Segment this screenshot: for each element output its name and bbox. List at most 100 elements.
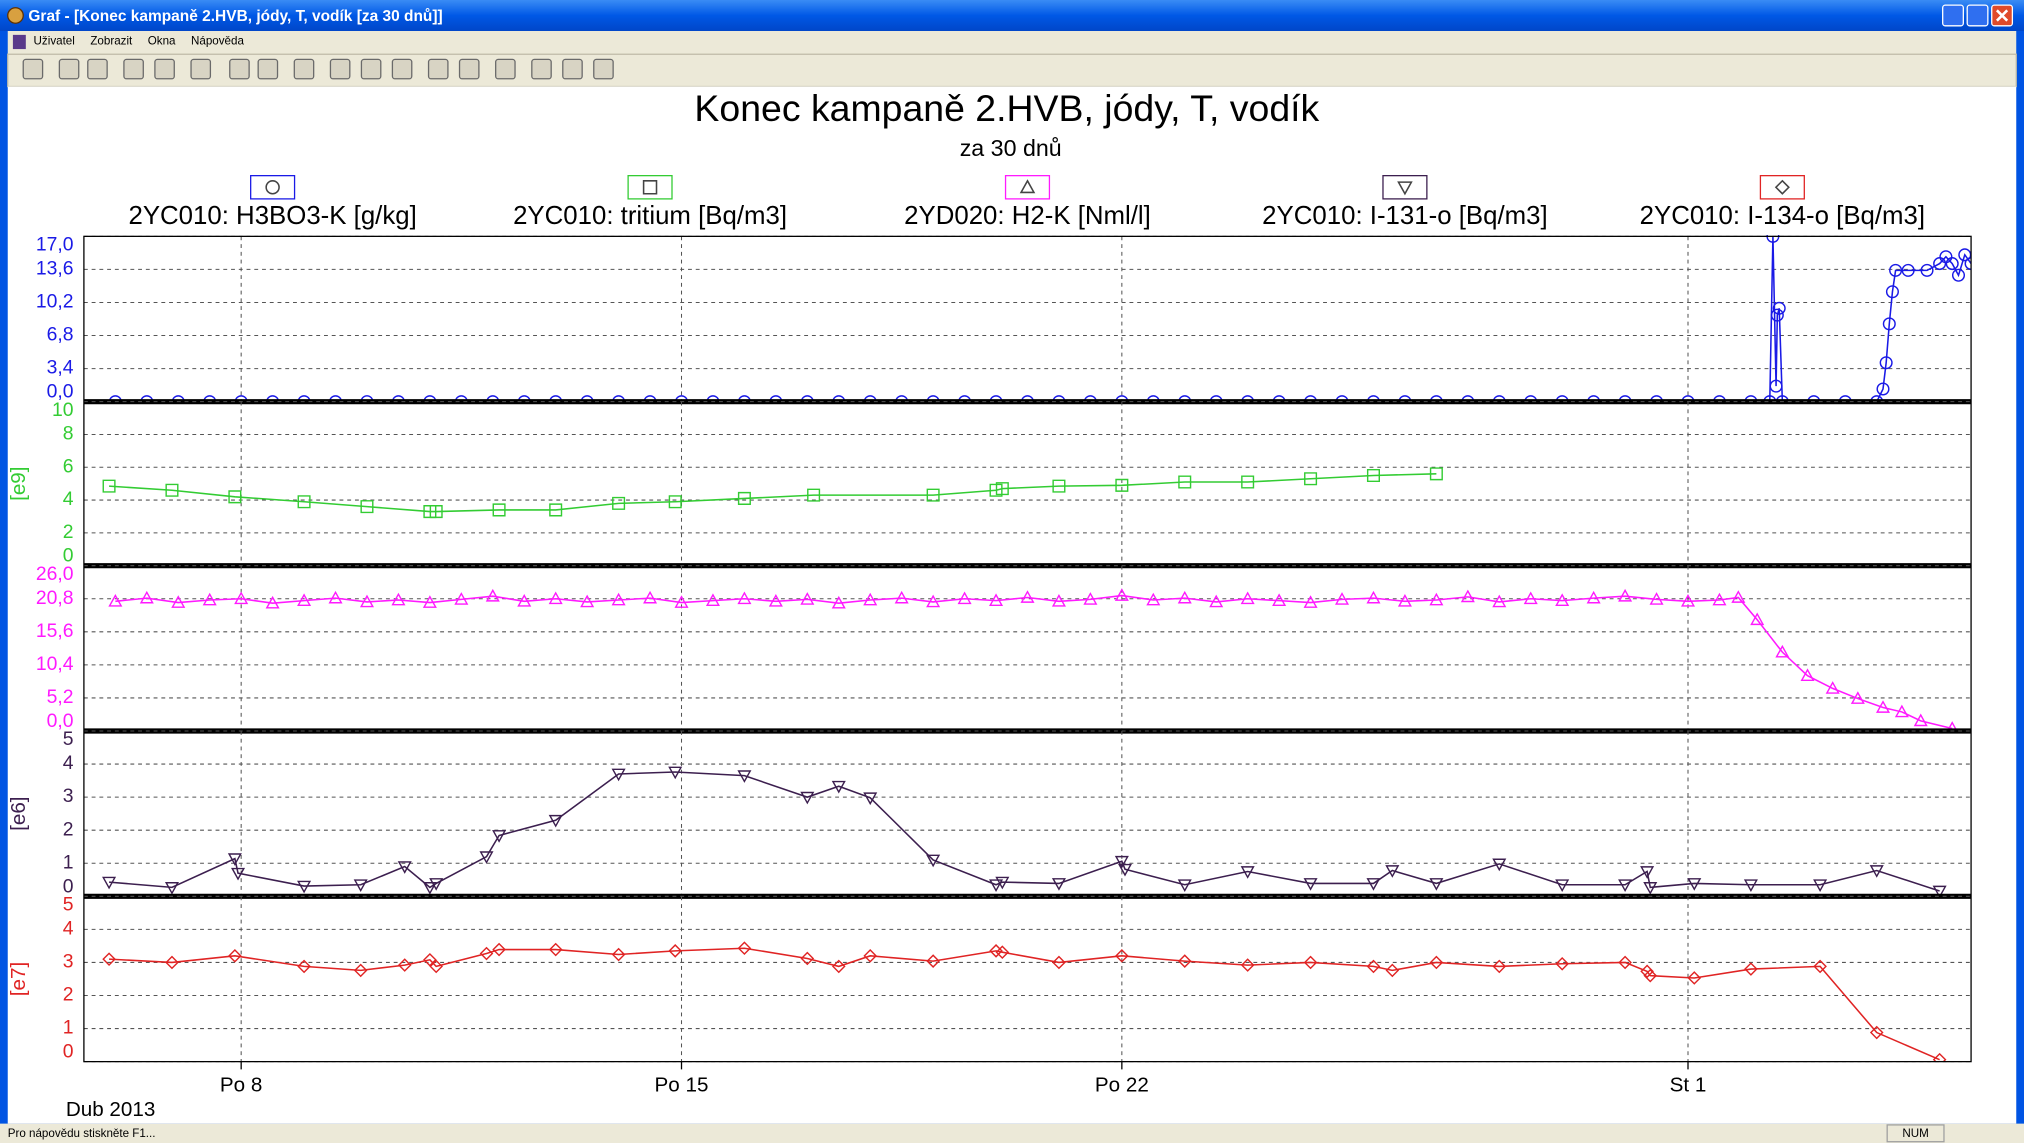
data-point xyxy=(1398,395,1412,402)
legend-marker-box xyxy=(1382,175,1428,200)
y-tick-label: 3,4 xyxy=(47,357,74,379)
data-point xyxy=(1939,250,1953,264)
toolbar-button[interactable] xyxy=(562,58,583,80)
menu-item[interactable]: Zobrazit xyxy=(90,34,133,47)
data-point xyxy=(995,482,1009,496)
y-tick-label: 2 xyxy=(63,984,74,1006)
legend-marker xyxy=(1397,181,1413,196)
data-point xyxy=(1813,879,1828,893)
toolbar-button[interactable] xyxy=(531,58,552,80)
data-point xyxy=(231,867,246,881)
data-point xyxy=(102,952,116,966)
series-group xyxy=(108,235,1972,402)
series-group xyxy=(102,766,1947,897)
data-point xyxy=(1933,257,1947,271)
data-point xyxy=(234,395,248,402)
data-point xyxy=(102,876,117,890)
status-bar xyxy=(0,1123,2024,1143)
legend-marker-box xyxy=(1004,175,1051,200)
menu-item[interactable]: Okna xyxy=(148,34,176,47)
toolbar-button[interactable] xyxy=(360,58,382,80)
legend-marker-box xyxy=(1759,175,1805,200)
data-point xyxy=(353,963,368,978)
data-point xyxy=(957,591,972,605)
data-point xyxy=(737,770,752,783)
data-point xyxy=(1492,858,1507,872)
toolbar-button[interactable] xyxy=(190,58,212,80)
data-point xyxy=(548,942,563,957)
data-point xyxy=(360,395,374,402)
data-point xyxy=(1052,395,1066,402)
data-point xyxy=(1946,721,1958,732)
menu: Uživatel Zobrazit Okna Nápověda xyxy=(12,34,244,50)
menu-item[interactable]: Uživatel xyxy=(34,34,75,47)
data-point xyxy=(926,954,940,968)
y-tick-label: 0 xyxy=(63,545,74,567)
data-point xyxy=(517,395,531,402)
data-point xyxy=(548,814,563,828)
series-group xyxy=(102,467,1443,519)
toolbar-button[interactable] xyxy=(495,58,516,80)
toolbar-button[interactable] xyxy=(257,58,279,80)
data-point xyxy=(1618,395,1632,402)
data-point xyxy=(202,592,217,606)
data-point xyxy=(1114,855,1129,869)
data-point xyxy=(353,879,368,893)
toolbar-button[interactable] xyxy=(229,58,250,80)
data-point xyxy=(1807,395,1821,402)
toolbar-button[interactable] xyxy=(293,58,315,80)
toolbar-button[interactable] xyxy=(87,58,108,80)
close-icon xyxy=(1995,9,2009,22)
minimize-button[interactable] xyxy=(1942,4,1964,27)
toolbar-button[interactable] xyxy=(391,58,413,80)
data-point xyxy=(492,503,506,517)
data-point xyxy=(1523,591,1538,605)
data-point xyxy=(1555,395,1569,402)
data-point xyxy=(674,395,689,402)
toolbar-button[interactable] xyxy=(458,58,480,80)
menu-item[interactable]: Nápověda xyxy=(191,34,244,47)
data-point xyxy=(1649,592,1664,605)
toolbar-button[interactable] xyxy=(123,58,144,80)
data-point xyxy=(1240,958,1255,972)
toolbar-button[interactable] xyxy=(329,58,351,80)
data-point xyxy=(227,853,242,866)
toolbar-button[interactable] xyxy=(154,58,175,80)
data-point xyxy=(1385,963,1400,978)
data-point xyxy=(486,395,500,402)
data-point xyxy=(1303,955,1318,970)
data-point xyxy=(705,593,720,607)
data-point xyxy=(203,395,217,402)
data-point xyxy=(1850,691,1865,704)
toolbar-button[interactable] xyxy=(427,58,449,80)
data-point xyxy=(164,882,179,895)
data-point xyxy=(1366,590,1381,604)
data-point xyxy=(1020,395,1035,402)
data-point xyxy=(1051,878,1066,891)
data-point xyxy=(1429,878,1444,891)
data-point xyxy=(1879,356,1893,370)
y-tick-label: 4 xyxy=(63,488,74,510)
restore-button[interactable] xyxy=(1966,4,1989,27)
data-point xyxy=(1429,467,1443,481)
toolbar-button[interactable] xyxy=(22,58,44,80)
data-point xyxy=(995,876,1010,890)
data-point xyxy=(1524,395,1538,402)
data-point xyxy=(831,595,846,609)
data-point xyxy=(737,941,752,956)
toolbar-button[interactable] xyxy=(593,58,614,80)
toolbar-button[interactable] xyxy=(58,58,80,80)
title-bar xyxy=(0,0,2024,31)
legend-marker xyxy=(642,180,658,195)
data-point xyxy=(1869,865,1884,878)
data-point xyxy=(800,951,815,966)
y-tick-label: 2 xyxy=(63,818,74,840)
y-tick-label: 0,0 xyxy=(47,381,74,403)
data-point xyxy=(140,395,154,402)
data-point xyxy=(1712,592,1727,606)
data-point xyxy=(1020,590,1035,603)
data-point xyxy=(234,591,249,605)
y-tick-label: 13,6 xyxy=(36,258,74,280)
data-point xyxy=(422,595,437,608)
